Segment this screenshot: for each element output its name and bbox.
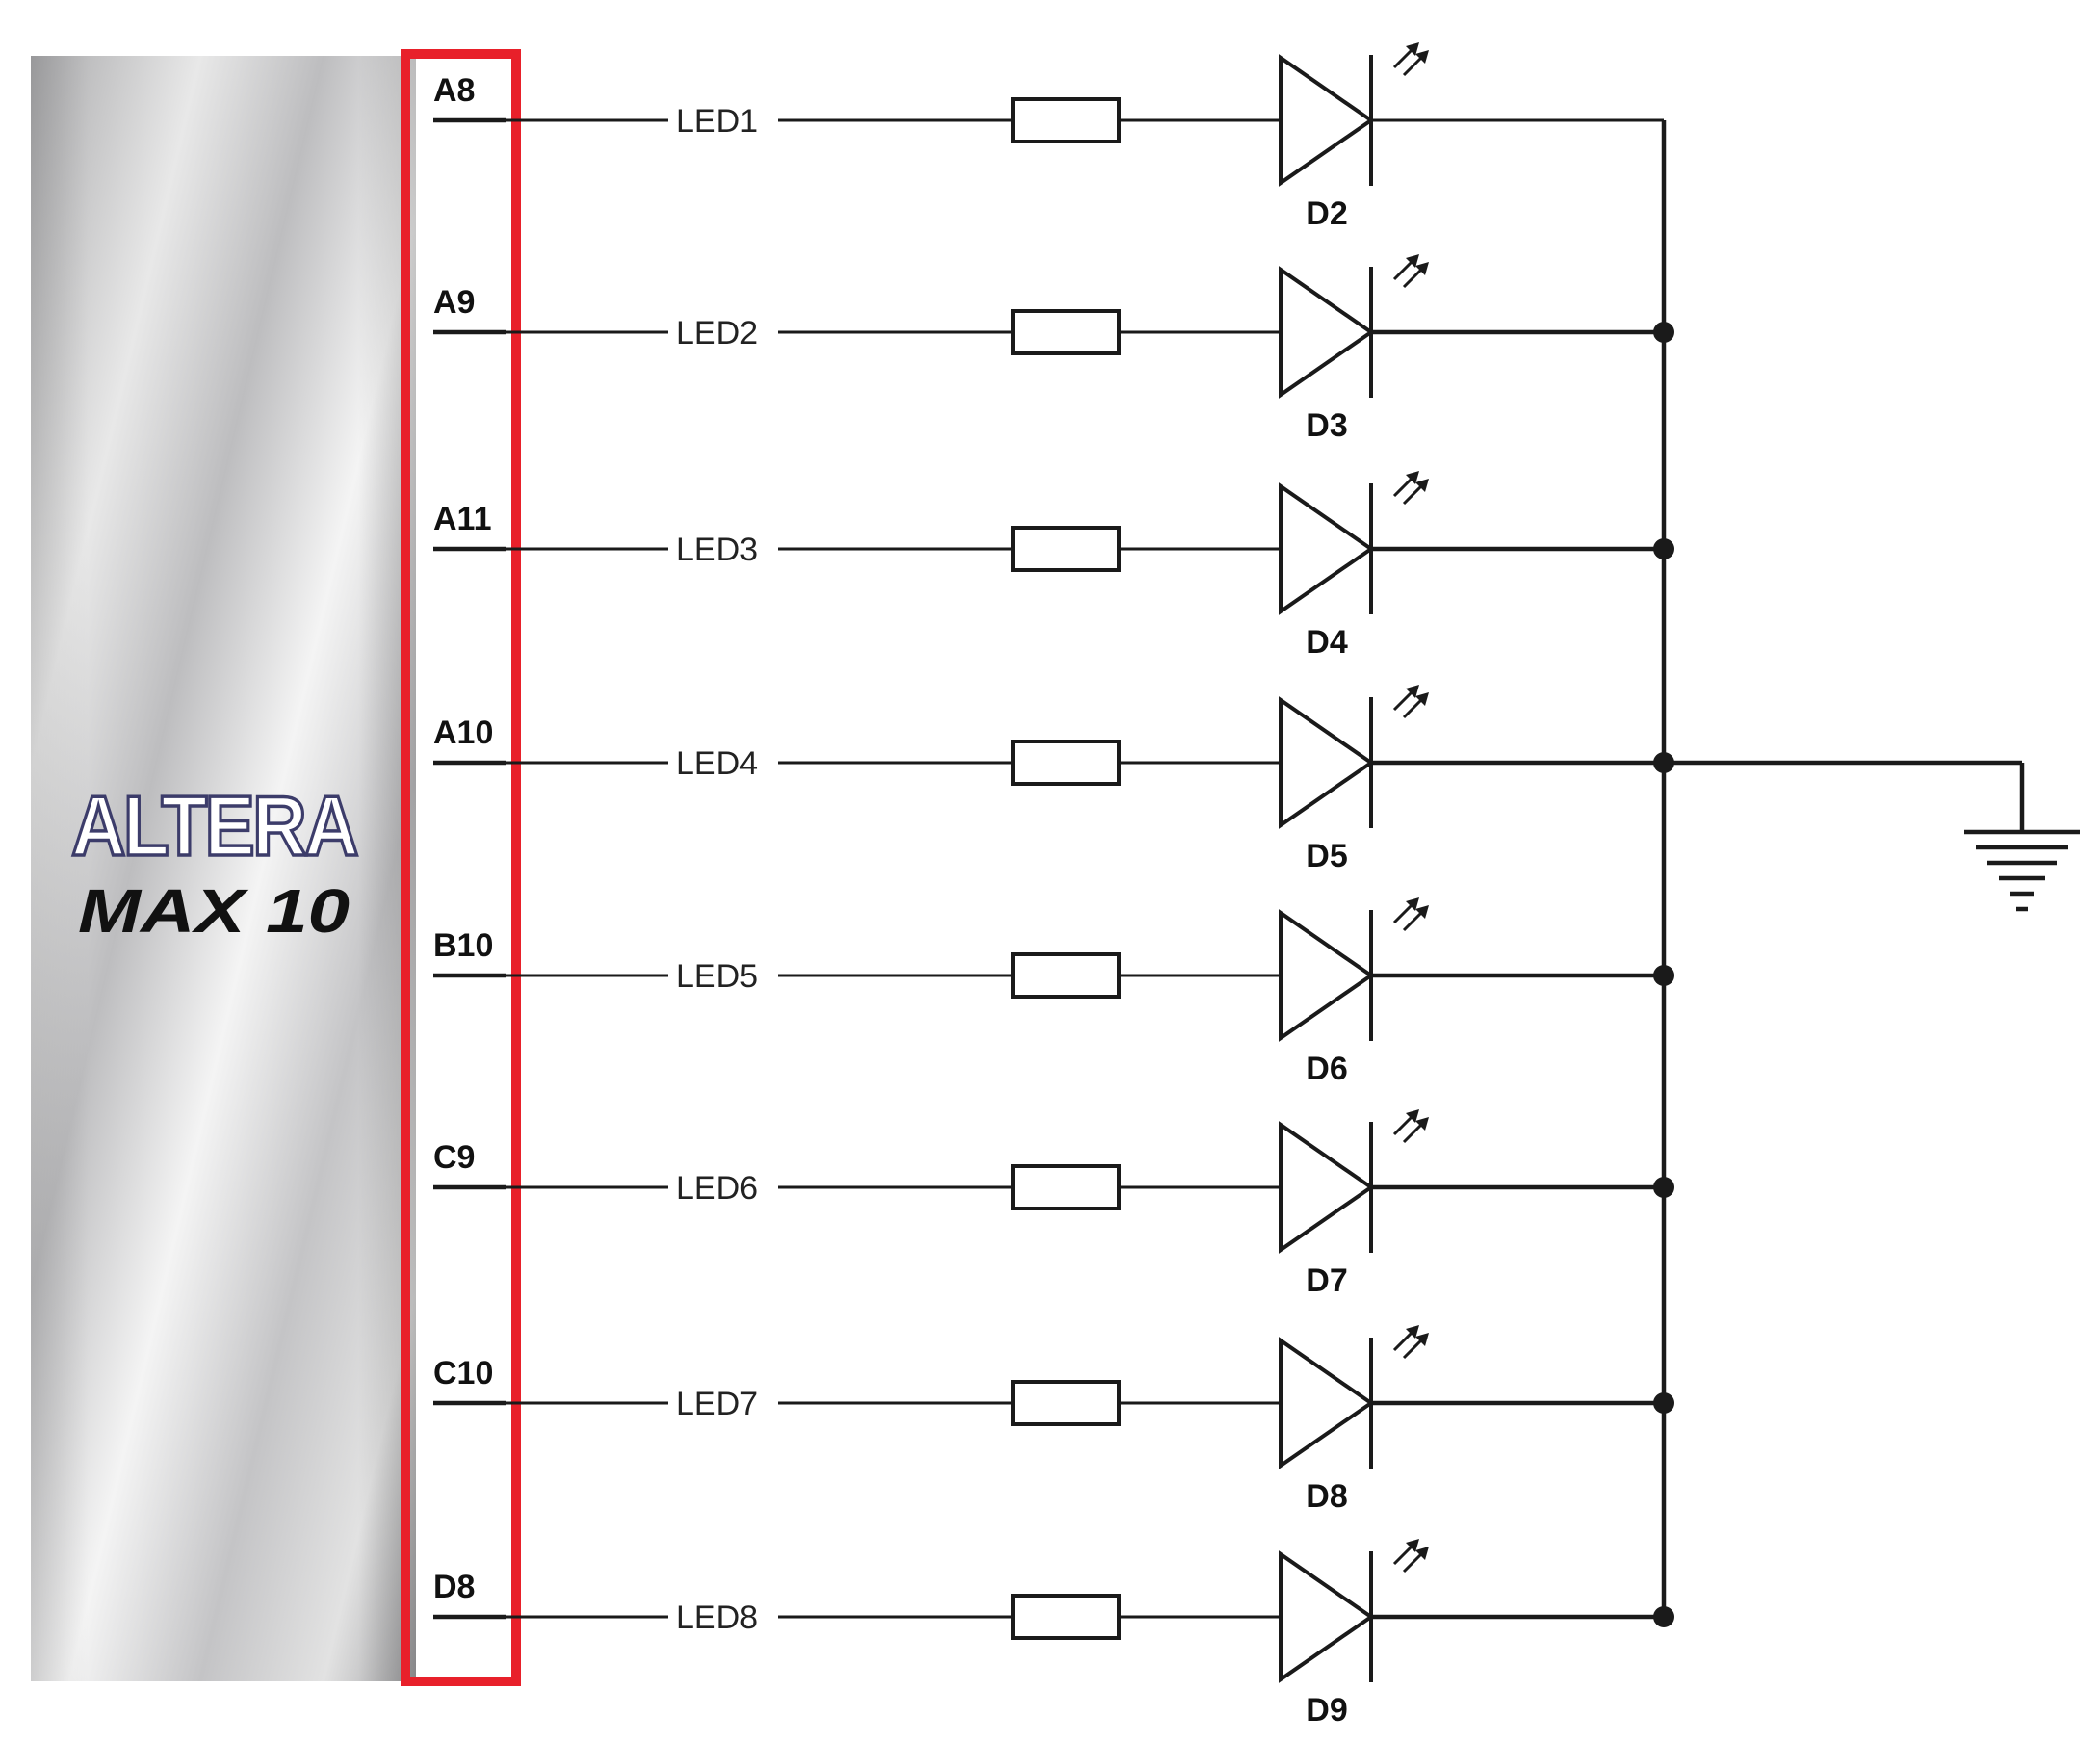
diode-label: D6 (1306, 1051, 1347, 1087)
chip-brand: ALTERA (71, 778, 357, 873)
led-channel: B10 LED5 D6 (433, 897, 1674, 1087)
diode-label: D7 (1306, 1262, 1347, 1299)
led-channels: A8 LED1 D2 A9 LED2 D3 A11 LED3 D4 A10 LED4 D5 B10 LED… (433, 42, 1674, 1729)
pin-label: A10 (433, 715, 493, 751)
pin-label: A8 (433, 72, 475, 109)
diode-label: D5 (1306, 838, 1347, 874)
led-channel: C9 LED6 D7 (433, 1109, 1674, 1299)
led-channel: A10 LED4 D5 (433, 685, 1674, 874)
chip-product: MAX 10 (78, 876, 350, 946)
led-channel: A11 LED3 D4 (433, 471, 1674, 661)
net-label: LED5 (676, 958, 758, 995)
net-label: LED4 (676, 745, 758, 782)
diode-label: D4 (1306, 624, 1348, 661)
led-diode-icon (1279, 1325, 1429, 1469)
diode-label: D2 (1306, 195, 1347, 232)
pin-label: D8 (433, 1569, 475, 1605)
net-label: LED6 (676, 1170, 758, 1207)
ground-icon (1964, 829, 2080, 912)
led-diode-icon (1279, 254, 1429, 399)
diode-label: D3 (1306, 407, 1347, 444)
resistor-icon (1011, 1380, 1121, 1426)
net-label: LED7 (676, 1386, 758, 1422)
net-label: LED1 (676, 103, 758, 140)
pin-label: C9 (433, 1139, 475, 1176)
junction-dot (1653, 1177, 1674, 1198)
fpga-chip: ALTERA MAX 10 (31, 56, 416, 1681)
diode-label: D9 (1306, 1692, 1347, 1729)
resistor-icon (1011, 1164, 1121, 1210)
net-label: LED2 (676, 315, 758, 351)
led-channel: A8 LED1 D2 (433, 42, 1664, 232)
resistor-icon (1011, 740, 1121, 786)
led-channel: C10 LED7 D8 (433, 1325, 1674, 1515)
led-diode-icon (1279, 42, 1429, 187)
pin-label: B10 (433, 927, 493, 964)
net-label: LED8 (676, 1599, 758, 1636)
led-diode-icon (1279, 471, 1429, 615)
resistor-icon (1011, 309, 1121, 355)
junction-dot (1653, 965, 1674, 986)
led-diode-icon (1279, 1109, 1429, 1254)
pin-highlight-box (401, 49, 521, 1686)
junction-dot (1653, 1392, 1674, 1414)
led-diode-icon (1279, 1539, 1429, 1683)
diode-label: D8 (1306, 1478, 1347, 1515)
junction-dot (1653, 1606, 1674, 1627)
altera-logo: ALTERA MAX 10 (69, 776, 362, 946)
resistor-icon (1011, 97, 1121, 143)
pin-label: A11 (433, 501, 492, 537)
pin-label: A9 (433, 284, 475, 321)
led-diode-icon (1279, 685, 1429, 829)
resistor-icon (1011, 1594, 1121, 1640)
ground-connection (1664, 760, 2080, 912)
net-label: LED3 (676, 532, 758, 568)
junction-dot (1653, 538, 1674, 559)
pin-label: C10 (433, 1355, 493, 1391)
led-channel: A9 LED2 D3 (433, 254, 1674, 444)
junction-dot (1653, 322, 1674, 343)
resistor-icon (1011, 952, 1121, 999)
led-channel: D8 LED8 D9 (433, 1539, 1674, 1729)
resistor-icon (1011, 526, 1121, 572)
led-diode-icon (1279, 897, 1429, 1042)
